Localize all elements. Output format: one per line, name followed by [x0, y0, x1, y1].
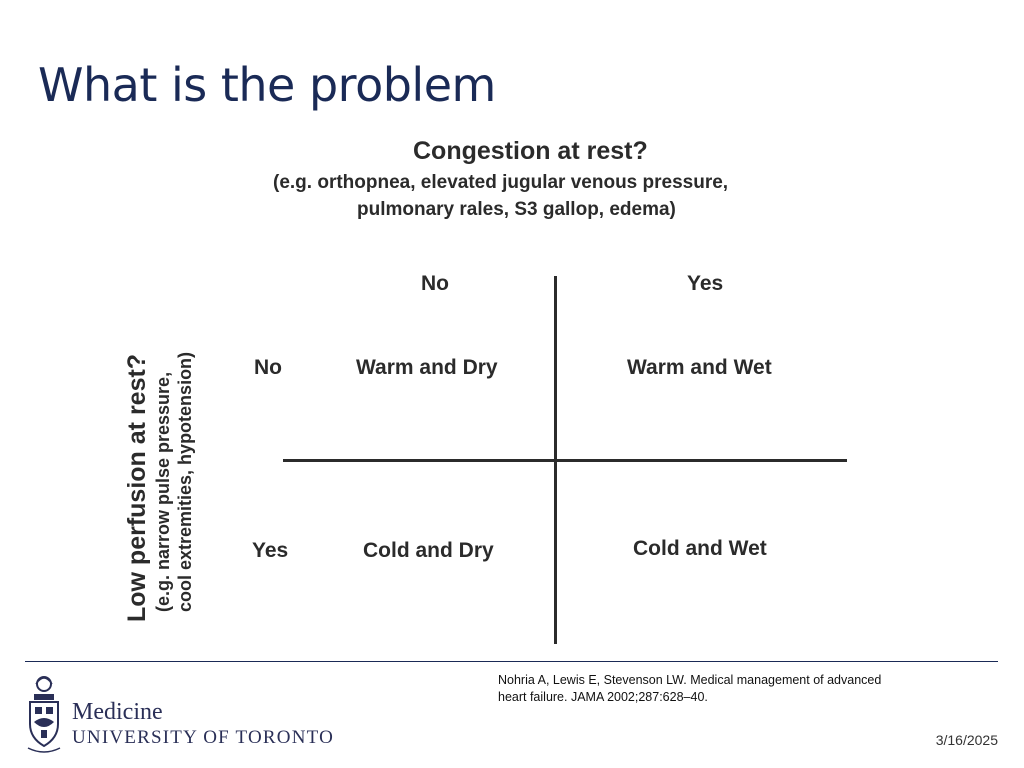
cell-warm-and-wet: Warm and Wet — [627, 356, 772, 379]
column-axis-heading: Congestion at rest? — [413, 137, 648, 165]
slide-title: What is the problem — [38, 58, 496, 112]
cell-cold-and-wet: Cold and Wet — [633, 537, 767, 560]
footer-rule — [25, 661, 998, 662]
column-axis-sub-line1: (e.g. orthopnea, elevated jugular venous… — [273, 172, 729, 193]
horizontal-divider — [283, 459, 847, 462]
row-label-no: No — [254, 356, 282, 379]
column-axis-sub-line2: pulmonary rales, S3 gallop, edema) — [357, 199, 676, 220]
column-label-yes: Yes — [687, 272, 724, 295]
cell-cold-and-dry: Cold and Dry — [363, 539, 494, 562]
logo-medicine-text: Medicine — [72, 699, 163, 725]
citation: Nohria A, Lewis E, Stevenson LW. Medical… — [498, 672, 958, 706]
row-axis-heading: Low perfusion at rest? — [123, 353, 151, 622]
row-axis-sub-line1: (e.g. narrow pulse pressure, — [153, 371, 173, 612]
row-label-yes: Yes — [252, 539, 289, 562]
university-crest-icon — [27, 676, 61, 753]
row-axis-sub-line2: cool extremities, hypotension) — [175, 351, 195, 612]
university-logo — [24, 674, 364, 754]
column-label-no: No — [421, 272, 449, 295]
citation-line1: Nohria A, Lewis E, Stevenson LW. Medical… — [498, 673, 882, 687]
slide-date: 3/16/2025 — [935, 732, 998, 748]
cell-warm-and-dry: Warm and Dry — [356, 356, 498, 379]
row-axis-title-block: Low perfusion at rest? (e.g. narrow puls… — [122, 287, 196, 622]
citation-line2: heart failure. JAMA 2002;287:628–40. — [498, 690, 708, 704]
logo-university-text: UNIVERSITY OF TORONTO — [72, 727, 335, 748]
